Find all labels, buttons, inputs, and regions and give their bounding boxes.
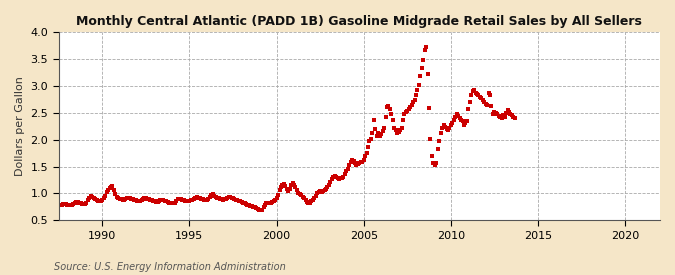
Title: Monthly Central Atlantic (PADD 1B) Gasoline Midgrade Retail Sales by All Sellers: Monthly Central Atlantic (PADD 1B) Gasol… <box>76 15 643 28</box>
Y-axis label: Dollars per Gallon: Dollars per Gallon <box>15 76 25 176</box>
Text: Source: U.S. Energy Information Administration: Source: U.S. Energy Information Administ… <box>54 262 286 272</box>
